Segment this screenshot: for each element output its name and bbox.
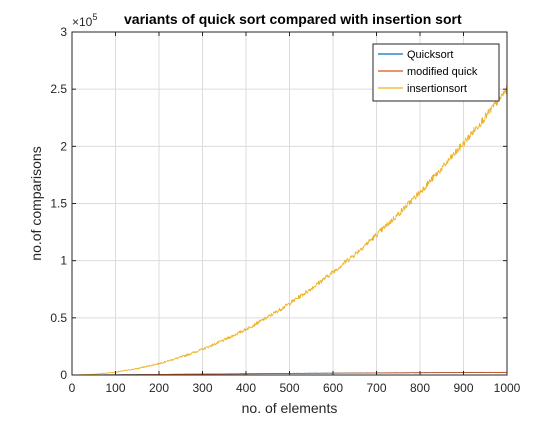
x-tick-label: 100 xyxy=(105,381,125,395)
x-tick-label: 600 xyxy=(323,381,343,395)
x-tick-label: 0 xyxy=(69,381,76,395)
y-tick-label: 2.5 xyxy=(50,82,67,96)
y-axis-exponent: ×105 xyxy=(72,12,97,29)
y-tick-label: 0 xyxy=(60,368,67,382)
y-tick-label: 2 xyxy=(60,139,67,153)
y-axis-label: no.of comparisons xyxy=(28,146,44,260)
legend-items: Quicksort modified quick insertionsort xyxy=(378,49,478,95)
x-axis-label: no. of elements xyxy=(242,400,338,416)
x-tick-label: 200 xyxy=(149,381,169,395)
y-tick-label: 1 xyxy=(60,254,67,268)
y-tick-label: 0.5 xyxy=(50,311,67,325)
series-line-insertionsort xyxy=(71,85,508,376)
legend-item: modified quick xyxy=(378,66,478,78)
legend-label: Quicksort xyxy=(407,49,453,61)
y-axis-exponent-power: 5 xyxy=(92,12,97,22)
x-tick-label: 800 xyxy=(410,381,430,395)
x-tick-label: 300 xyxy=(192,381,212,395)
legend-item: insertionsort xyxy=(378,83,467,95)
x-ticks: 0 100 200 300 400 500 600 700 800 900 1000 xyxy=(69,32,521,395)
chart-title: variants of quick sort compared with ins… xyxy=(124,11,462,27)
y-ticks: 0 0.5 1 1.5 2 2.5 3 xyxy=(50,25,507,382)
legend-label: modified quick xyxy=(407,66,478,78)
x-tick-label: 900 xyxy=(453,381,473,395)
x-tick-label: 400 xyxy=(236,381,256,395)
x-tick-label: 500 xyxy=(279,381,299,395)
x-tick-label: 1000 xyxy=(494,381,521,395)
legend-label: insertionsort xyxy=(407,83,467,95)
legend: Quicksort modified quick insertionsort xyxy=(372,43,500,102)
legend-item: Quicksort xyxy=(378,49,453,61)
y-tick-label: 3 xyxy=(60,25,67,39)
y-axis-exponent-base: ×10 xyxy=(72,15,93,29)
y-tick-label: 1.5 xyxy=(50,197,67,211)
x-tick-label: 700 xyxy=(366,381,386,395)
